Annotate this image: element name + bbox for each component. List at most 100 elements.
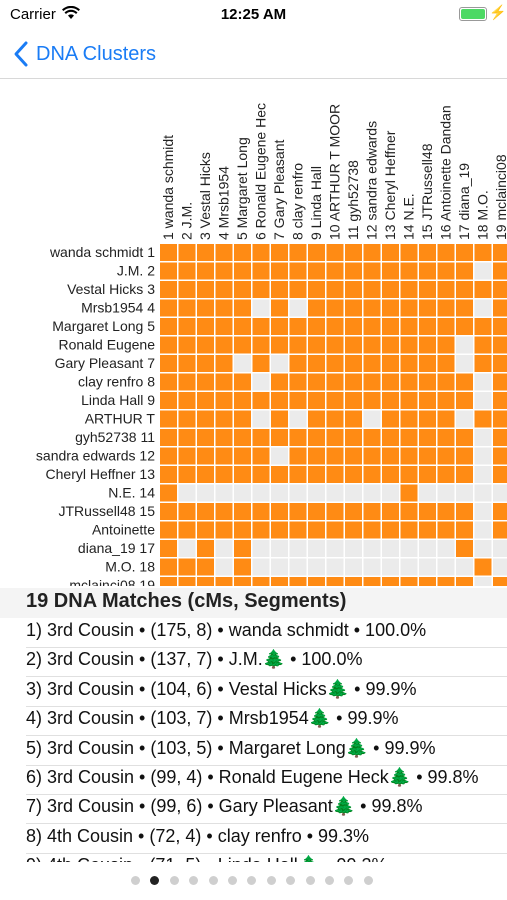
- matrix-cell[interactable]: [234, 299, 251, 317]
- matrix-cell[interactable]: [271, 429, 288, 446]
- matrix-cell[interactable]: [160, 466, 177, 483]
- matrix-cell[interactable]: [178, 262, 196, 280]
- matrix-cell[interactable]: [400, 484, 418, 502]
- matrix-cell[interactable]: [215, 281, 233, 298]
- matrix-cell[interactable]: [271, 447, 288, 465]
- matrix-cell[interactable]: [271, 355, 288, 372]
- matrix-cell[interactable]: [178, 577, 196, 586]
- matrix-cell[interactable]: [456, 244, 473, 261]
- matrix-cell[interactable]: [437, 429, 455, 446]
- matrix-cell[interactable]: [215, 466, 233, 483]
- matrix-cell[interactable]: [308, 540, 325, 557]
- matrix-cell[interactable]: [215, 540, 233, 557]
- matrix-cell[interactable]: [289, 262, 307, 280]
- matrix-cell[interactable]: [271, 410, 288, 428]
- matrix-cell[interactable]: [234, 318, 251, 335]
- matrix-cell[interactable]: [493, 447, 507, 465]
- matrix-cell[interactable]: [474, 466, 492, 483]
- matrix-cell[interactable]: [252, 299, 270, 317]
- matrix-cell[interactable]: [400, 392, 418, 409]
- matrix-cell[interactable]: [456, 318, 473, 335]
- page-dot[interactable]: [344, 876, 354, 885]
- matrix-cell[interactable]: [493, 503, 507, 520]
- matrix-cell[interactable]: [197, 558, 214, 576]
- matrix-cell[interactable]: [252, 503, 270, 520]
- matrix-cell[interactable]: [345, 281, 362, 298]
- matrix-cell[interactable]: [419, 392, 436, 409]
- matrix-cell[interactable]: [197, 577, 214, 586]
- matrix-cell[interactable]: [289, 577, 307, 586]
- matrix-cell[interactable]: [326, 429, 344, 446]
- matrix-cell[interactable]: [363, 392, 381, 409]
- match-row[interactable]: 7) 3rd Cousin • (99, 6) • Gary Pleasant🌲…: [26, 794, 507, 825]
- matrix-cell[interactable]: [363, 429, 381, 446]
- matrix-cell[interactable]: [419, 262, 436, 280]
- matrix-cell[interactable]: [345, 410, 362, 428]
- matrix-cell[interactable]: [493, 299, 507, 317]
- matrix-cell[interactable]: [400, 540, 418, 557]
- matrix-cell[interactable]: [178, 299, 196, 317]
- matrix-cell[interactable]: [345, 262, 362, 280]
- matrix-cell[interactable]: [456, 540, 473, 557]
- matrix-cell[interactable]: [160, 336, 177, 354]
- matrix-cell[interactable]: [363, 262, 381, 280]
- matrix-cell[interactable]: [234, 281, 251, 298]
- matrix-cell[interactable]: [493, 336, 507, 354]
- matrix-cell[interactable]: [456, 447, 473, 465]
- matrix-cell[interactable]: [215, 336, 233, 354]
- matrix-cell[interactable]: [345, 577, 362, 586]
- matrix-cell[interactable]: [493, 262, 507, 280]
- matrix-cell[interactable]: [289, 466, 307, 483]
- matrix-cell[interactable]: [234, 373, 251, 391]
- matrix-cell[interactable]: [493, 318, 507, 335]
- matrix-cell[interactable]: [215, 521, 233, 539]
- page-dot[interactable]: [228, 876, 237, 885]
- matrix-cell[interactable]: [345, 318, 362, 335]
- matrix-cell[interactable]: [474, 540, 492, 557]
- matrix-cell[interactable]: [363, 503, 381, 520]
- matrix-cell[interactable]: [474, 336, 492, 354]
- matrix-cell[interactable]: [289, 318, 307, 335]
- matrix-cell[interactable]: [400, 503, 418, 520]
- matrix-cell[interactable]: [234, 244, 251, 261]
- matrix-cell[interactable]: [160, 484, 177, 502]
- matrix-cell[interactable]: [215, 558, 233, 576]
- matrix-cell[interactable]: [234, 558, 251, 576]
- matrix-cell[interactable]: [400, 244, 418, 261]
- matrix-cell[interactable]: [215, 355, 233, 372]
- matrix-cell[interactable]: [345, 299, 362, 317]
- matrix-cell[interactable]: [234, 262, 251, 280]
- matrix-cell[interactable]: [345, 244, 362, 261]
- matrix-cell[interactable]: [160, 281, 177, 298]
- matrix-cell[interactable]: [178, 558, 196, 576]
- matrix-cell[interactable]: [308, 484, 325, 502]
- matrix-cell[interactable]: [345, 355, 362, 372]
- matrix-cell[interactable]: [252, 466, 270, 483]
- matrix-cell[interactable]: [197, 503, 214, 520]
- matrix-cell[interactable]: [289, 503, 307, 520]
- matrix-cell[interactable]: [474, 410, 492, 428]
- matrix-cell[interactable]: [493, 540, 507, 557]
- matrix-cell[interactable]: [437, 410, 455, 428]
- matrix-cell[interactable]: [252, 558, 270, 576]
- matrix-cell[interactable]: [493, 466, 507, 483]
- matrix-cell[interactable]: [197, 355, 214, 372]
- matrix-cell[interactable]: [197, 466, 214, 483]
- matrix-cell[interactable]: [197, 336, 214, 354]
- matrix-cell[interactable]: [252, 281, 270, 298]
- matrix-cell[interactable]: [160, 299, 177, 317]
- matrix-cell[interactable]: [178, 521, 196, 539]
- matrix-cell[interactable]: [271, 540, 288, 557]
- matrix-cell[interactable]: [345, 429, 362, 446]
- matrix-cell[interactable]: [215, 244, 233, 261]
- matrix-cell[interactable]: [234, 521, 251, 539]
- matrix-cell[interactable]: [382, 318, 399, 335]
- matrix-cell[interactable]: [215, 577, 233, 586]
- matrix-cell[interactable]: [308, 466, 325, 483]
- matrix-cell[interactable]: [400, 447, 418, 465]
- matrix-cell[interactable]: [474, 262, 492, 280]
- matrix-cell[interactable]: [252, 521, 270, 539]
- matrix-cell[interactable]: [178, 336, 196, 354]
- matrix-cell[interactable]: [400, 558, 418, 576]
- matrix-cell[interactable]: [437, 262, 455, 280]
